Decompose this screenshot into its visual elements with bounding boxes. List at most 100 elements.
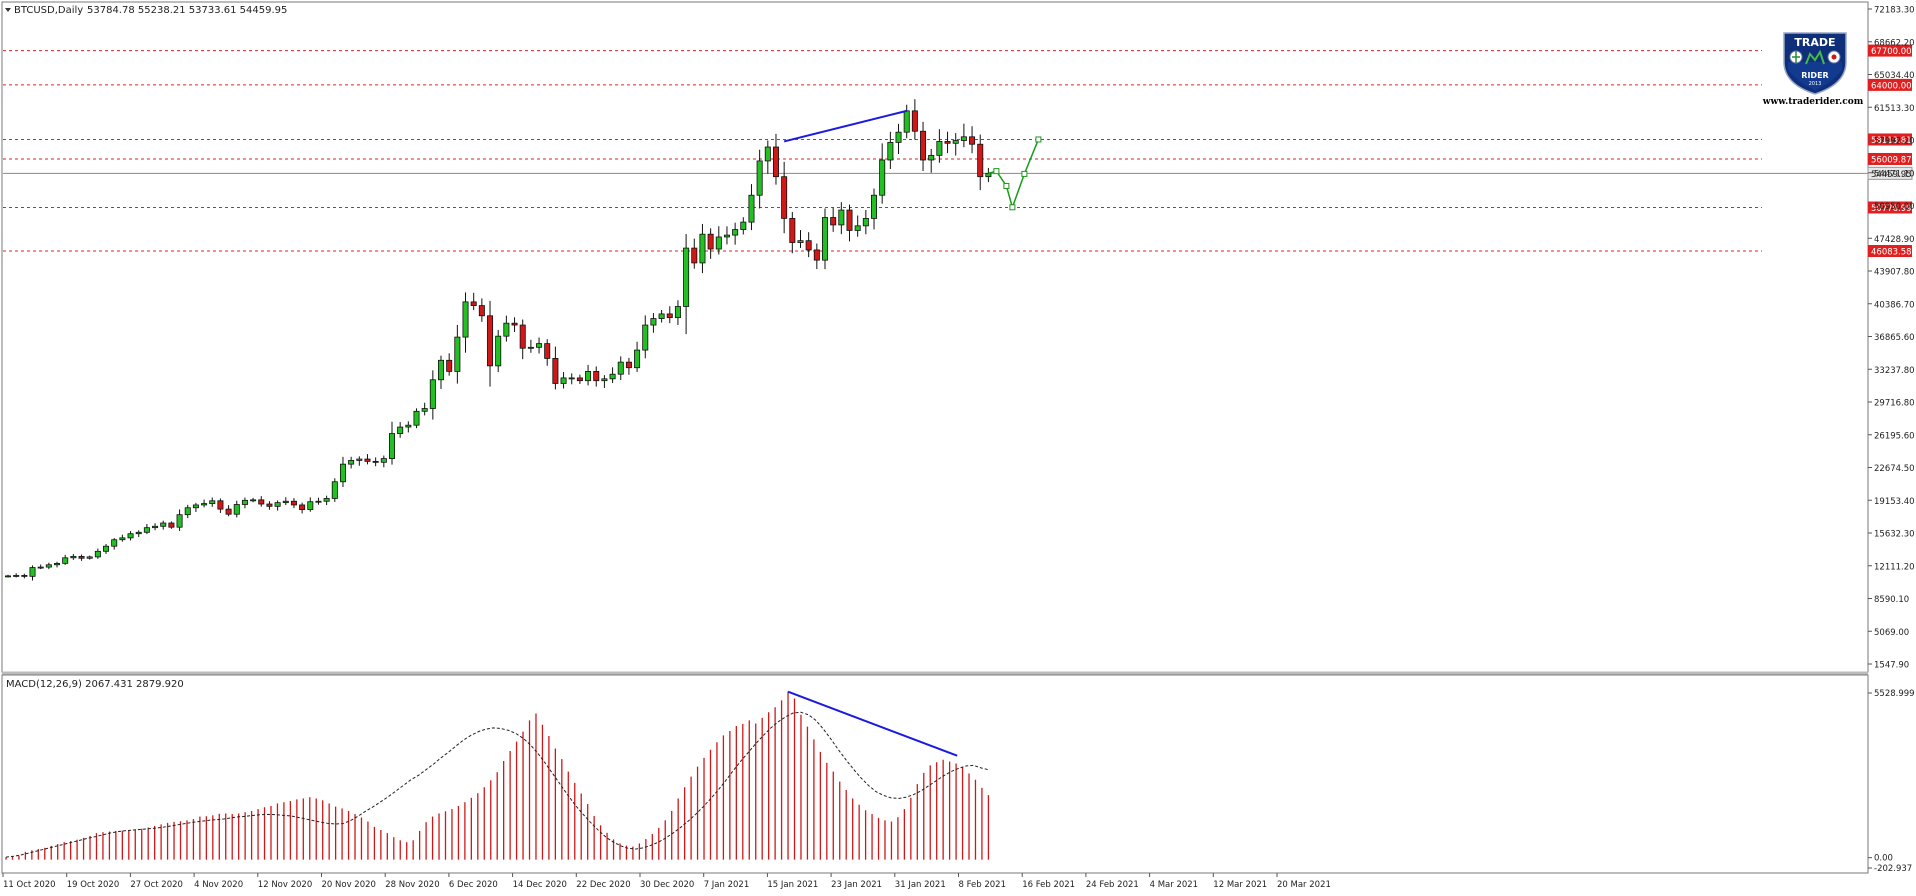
current-price-tag [1867, 166, 1913, 180]
bear-candle [217, 500, 224, 510]
macd-divergence-line[interactable] [787, 690, 958, 757]
bear-candle [225, 508, 232, 515]
bear-candle [470, 301, 477, 306]
bear-candle [168, 522, 175, 528]
bear-candle [977, 143, 984, 178]
date-tick-label: 6 Dec 2020 [449, 880, 498, 890]
bear-candle [576, 377, 583, 382]
date-tick-label: 30 Dec 2020 [640, 880, 694, 890]
price-tick-label: 68662.20 [1874, 38, 1915, 48]
bull-candle [29, 567, 36, 577]
date-axis: 11 Oct 2020 19 Oct 2020 27 Oct 2020 4 Nov 2… [2, 873, 1331, 890]
bull-candle [348, 460, 355, 465]
bear-candle [789, 218, 796, 243]
bull-candle [495, 335, 502, 367]
price-tick-label: 22674.50 [1874, 464, 1915, 474]
macd-trend-line[interactable] [787, 690, 958, 757]
date-tick-label: 15 Jan 2021 [767, 880, 818, 890]
date-tick-label: 11 Oct 2020 [3, 880, 56, 890]
price-tick-label: 5069.00 [1874, 628, 1909, 638]
bear-candle [666, 313, 673, 319]
projection-node[interactable] [1009, 204, 1016, 211]
ohlc-header: 53784.78 55238.21 53733.61 54459.95 [87, 5, 287, 16]
projection-node[interactable] [1021, 170, 1028, 177]
bull-candle [879, 159, 886, 196]
current-price-line: 54459.95 [3, 166, 1913, 180]
bull-candle [111, 539, 118, 547]
bull-candle [86, 556, 93, 559]
bull-candle [307, 501, 314, 510]
bear-candle [691, 247, 698, 264]
bull-candle [70, 556, 77, 559]
bull-candle [985, 172, 992, 178]
projection-node[interactable] [1035, 136, 1042, 143]
bull-candle [176, 514, 183, 528]
bull-candle [740, 221, 747, 230]
bull-candle [454, 336, 461, 372]
logo-website: www.traderider.com [1762, 97, 1864, 107]
bull-candle [388, 433, 395, 459]
symbol-dropdown-icon[interactable] [5, 8, 11, 12]
macd-header: MACD(12,26,9) 2067.431 2879.920 [6, 679, 184, 690]
price-tick-label: 15632.30 [1874, 530, 1915, 540]
date-tick-label: 14 Dec 2020 [513, 880, 567, 890]
bull-candle [936, 141, 943, 156]
bull-candle [209, 500, 216, 504]
bull-candle [184, 507, 191, 516]
bull-candle [601, 378, 608, 382]
level-price-tag [1868, 201, 1912, 214]
price-tick-label: 12111.20 [1874, 562, 1915, 572]
bull-candle [143, 527, 150, 533]
bull-candle [617, 361, 624, 375]
bear-candle [364, 458, 371, 462]
bear-candle [805, 240, 812, 251]
bull-candle [960, 136, 967, 141]
bull-candle [160, 522, 167, 527]
date-tick-label: 19 Oct 2020 [67, 880, 120, 890]
macd-tick-label: -202.937 [1874, 864, 1912, 874]
bear-candle [544, 343, 551, 359]
price-tick-label: 36865.60 [1874, 333, 1915, 343]
bear-candle [372, 460, 379, 463]
date-tick-label: 12 Mar 2021 [1213, 880, 1267, 890]
price-tick-label: 65034.40 [1874, 71, 1915, 81]
bull-candle [274, 502, 281, 507]
date-tick-label: 22 Dec 2020 [576, 880, 630, 890]
bull-candle [903, 110, 910, 133]
price-trend-line[interactable] [783, 109, 907, 143]
projection-path[interactable] [988, 136, 1042, 211]
bearish-divergence-line[interactable] [783, 109, 907, 143]
bull-candle [822, 217, 829, 261]
bull-candle [536, 343, 543, 348]
price-tick-label: 57992.20 [1874, 137, 1915, 147]
bull-candle [250, 499, 257, 502]
bear-candle [772, 146, 779, 178]
macd-pane[interactable] [1, 674, 1869, 874]
price-tick-label: 54471.10 [1874, 169, 1915, 179]
bull-candle [438, 359, 445, 381]
bull-candle [928, 154, 935, 161]
main-pane[interactable] [1, 1, 1869, 673]
bull-candle [397, 426, 404, 434]
level-price-tag [1868, 78, 1912, 91]
projection-node[interactable] [1003, 182, 1010, 189]
bear-candle [487, 315, 494, 367]
bull-candle [5, 575, 11, 578]
candlesticks [5, 99, 992, 581]
bull-candle [568, 377, 575, 380]
level-price-tag [1868, 245, 1912, 258]
level-price-label: 56009.87 [1871, 155, 1912, 165]
bull-candle [764, 146, 771, 162]
date-tick-label: 28 Nov 2020 [385, 880, 439, 890]
price-tick-label: 8590.10 [1874, 595, 1909, 605]
bear-candle [258, 499, 265, 505]
projection-node[interactable] [993, 168, 1000, 175]
macd-tick-label: 5528.999 [1874, 689, 1915, 699]
date-tick-label: 4 Mar 2021 [1150, 880, 1198, 890]
bull-candle [429, 379, 436, 409]
bull-candle [756, 160, 763, 196]
logo-text-top: TRADE [1794, 36, 1835, 49]
bull-candle [201, 503, 208, 506]
trade-rider-logo: TRADE RIDER 2013 www.traderider.com [1762, 32, 1864, 107]
bull-candle [854, 225, 861, 231]
